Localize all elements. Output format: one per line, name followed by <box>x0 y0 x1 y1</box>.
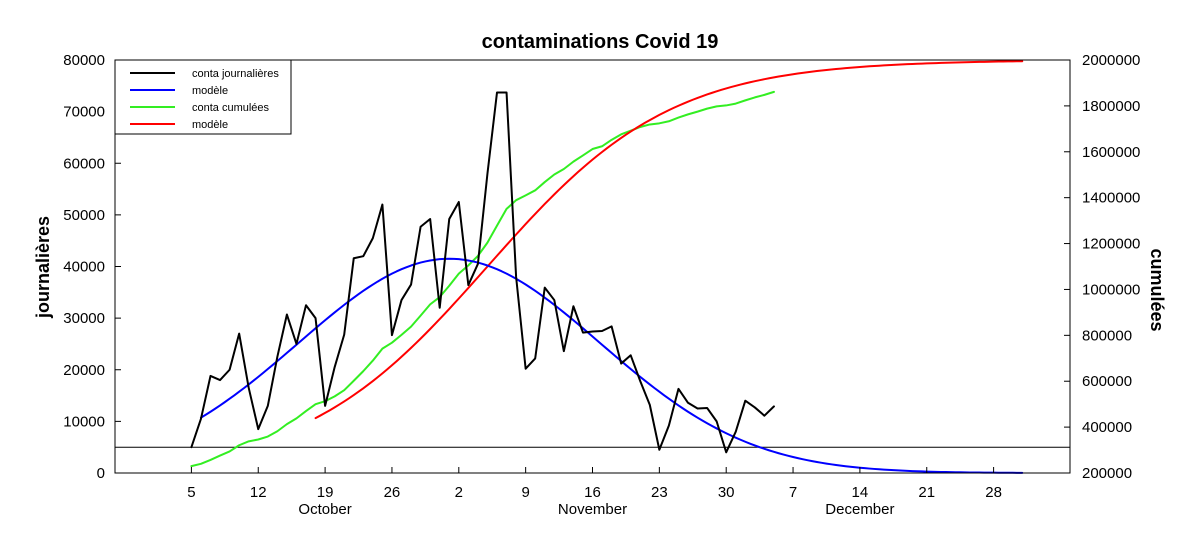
series-line-1 <box>190 91 775 454</box>
x-axis: 5 12 19 26 2 9 16 23 30 7 14 21 28 October November Dec… <box>187 467 1002 518</box>
series-line-2 <box>199 257 1024 474</box>
y-left-tick-label: 40000 <box>63 259 105 276</box>
x-month-label: November <box>558 501 627 518</box>
x-tick-label: 12 <box>250 484 267 501</box>
x-tick-label: 21 <box>918 484 935 501</box>
y-right-tick-label: 1200000 <box>1082 236 1140 253</box>
y-right-tick-label: 400000 <box>1082 419 1132 436</box>
plot-area <box>115 60 1070 474</box>
legend: conta journalières modèle conta cumulées mo… <box>114 59 292 135</box>
x-month-label: December <box>825 501 894 518</box>
y-axis-left: 0 10000 20000 30000 40000 50000 60000 70000 8000… <box>63 52 121 482</box>
y-left-tick-label: 0 <box>97 465 105 482</box>
chart-title: contaminations Covid 19 <box>482 31 719 53</box>
y-left-tick-label: 20000 <box>63 362 105 379</box>
y-left-tick-label: 50000 <box>63 207 105 224</box>
legend-label: conta journalières <box>192 68 279 80</box>
x-tick-label: 5 <box>187 484 195 501</box>
x-tick-label: 7 <box>789 484 797 501</box>
legend-label: modèle <box>192 119 228 131</box>
y-axis-right: 200000 400000 600000 800000 1000000 1200000 14… <box>1064 52 1140 482</box>
x-tick-label: 16 <box>584 484 601 501</box>
x-tick-label: 28 <box>985 484 1002 501</box>
y-right-tick-label: 1000000 <box>1082 281 1140 298</box>
x-tick-label: 19 <box>317 484 334 501</box>
y-right-tick-label: 1400000 <box>1082 190 1140 207</box>
x-tick-label: 23 <box>651 484 668 501</box>
series-line-4 <box>314 60 1024 420</box>
x-month-label: October <box>298 501 351 518</box>
x-tick-label: 26 <box>384 484 401 501</box>
y-right-tick-label: 800000 <box>1082 327 1132 344</box>
y-axis-left-label: journalières <box>33 216 53 319</box>
y-right-tick-label: 2000000 <box>1082 52 1140 69</box>
x-tick-label: 2 <box>455 484 463 501</box>
x-tick-label: 14 <box>852 484 869 501</box>
y-right-tick-label: 1600000 <box>1082 144 1140 161</box>
series-line-3 <box>190 90 775 468</box>
y-right-tick-label: 200000 <box>1082 465 1132 482</box>
y-left-tick-label: 60000 <box>63 155 105 172</box>
x-tick-label: 9 <box>521 484 529 501</box>
x-tick-label: 30 <box>718 484 735 501</box>
y-left-tick-label: 30000 <box>63 310 105 327</box>
y-right-tick-label: 1800000 <box>1082 98 1140 115</box>
y-left-tick-label: 80000 <box>63 52 105 69</box>
y-left-tick-label: 10000 <box>63 413 105 430</box>
y-left-tick-label: 70000 <box>63 104 105 121</box>
y-axis-right-label: cumulées <box>1147 248 1167 331</box>
y-right-tick-label: 600000 <box>1082 373 1132 390</box>
legend-label: conta cumulées <box>192 102 270 114</box>
legend-label: modèle <box>192 85 228 97</box>
